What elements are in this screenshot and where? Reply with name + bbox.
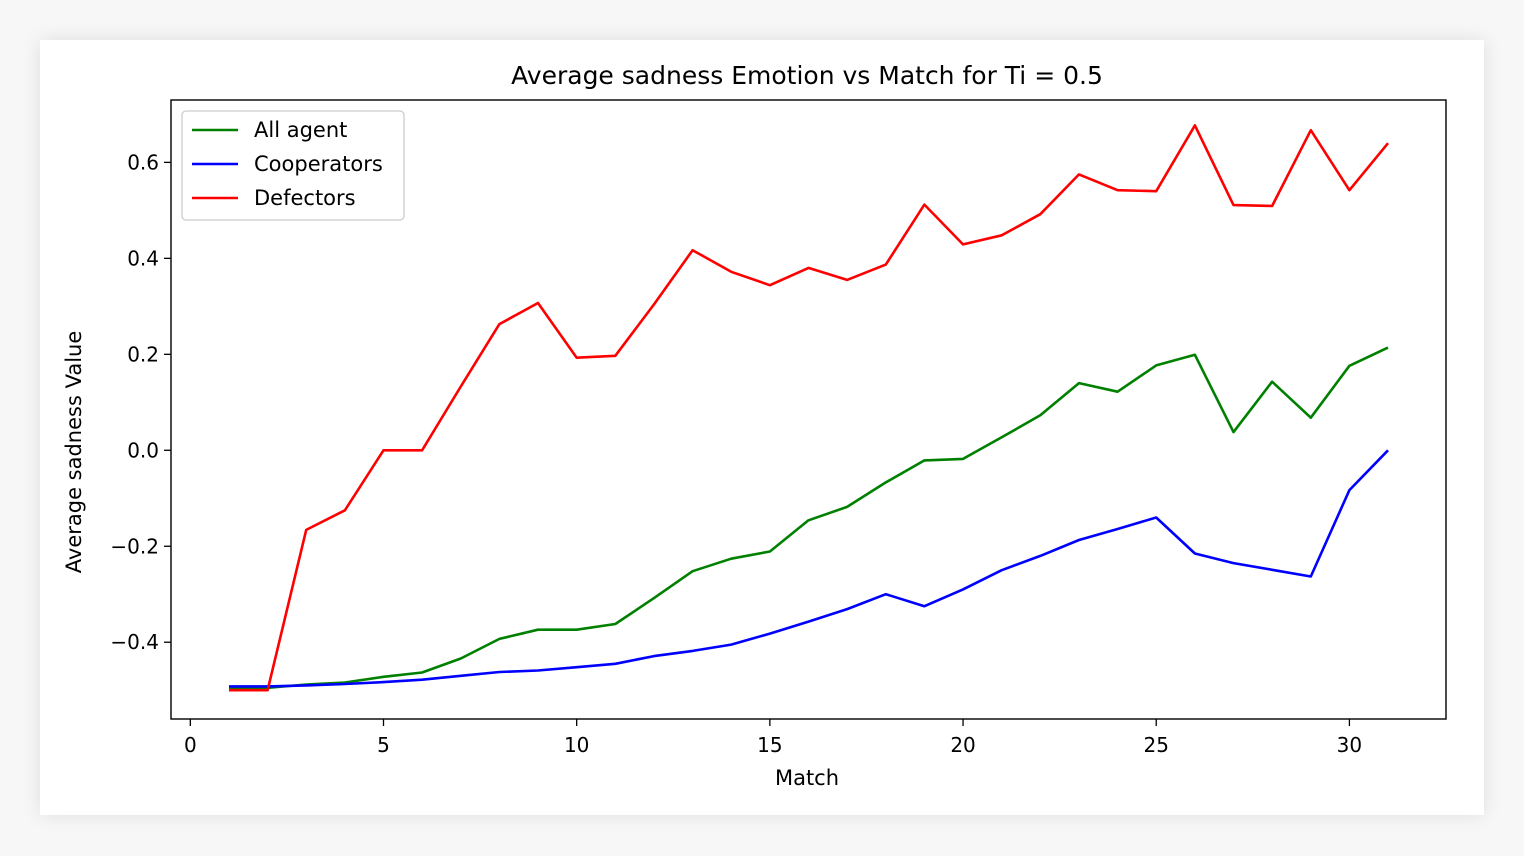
chart-card: Average sadness Emotion vs Match for Ti … bbox=[40, 40, 1484, 815]
y-tick-label: 0.2 bbox=[127, 342, 159, 366]
plot-area bbox=[170, 99, 1447, 720]
y-axis-ticks: −0.4 −0.2 0.0 0.2 0.4 0.6 bbox=[110, 150, 171, 654]
x-tick-label: 25 bbox=[1144, 733, 1169, 757]
x-axis-label: Match bbox=[775, 766, 839, 790]
series-line-defectors bbox=[229, 124, 1390, 692]
x-tick-label: 30 bbox=[1337, 733, 1362, 757]
legend-label: All agent bbox=[254, 118, 347, 142]
y-tick-label: −0.2 bbox=[110, 534, 159, 558]
legend-box bbox=[181, 110, 405, 221]
chart-title: Average sadness Emotion vs Match for Ti … bbox=[511, 61, 1103, 90]
chart-svg: Average sadness Emotion vs Match for Ti … bbox=[62, 61, 1447, 790]
y-axis-label: Average sadness Value bbox=[62, 331, 86, 574]
x-tick-label: 20 bbox=[950, 733, 975, 757]
x-axis-ticks: 0 5 10 15 20 25 30 bbox=[184, 719, 1362, 757]
x-tick-label: 5 bbox=[377, 733, 390, 757]
x-tick-label: 10 bbox=[564, 733, 589, 757]
x-tick-label: 0 bbox=[184, 733, 197, 757]
y-tick-label: −0.4 bbox=[110, 630, 159, 654]
y-tick-label: 0.6 bbox=[127, 150, 159, 174]
legend: All agent Cooperators Defectors bbox=[181, 110, 405, 221]
plot-frame bbox=[170, 99, 1447, 720]
legend-label: Defectors bbox=[254, 186, 356, 210]
y-tick-label: 0.4 bbox=[127, 246, 159, 270]
y-tick-label: 0.0 bbox=[127, 438, 159, 462]
series-line-all-agent bbox=[229, 346, 1389, 690]
legend-label: Cooperators bbox=[254, 152, 383, 176]
series-line-cooperators bbox=[229, 449, 1389, 688]
x-tick-label: 15 bbox=[757, 733, 782, 757]
